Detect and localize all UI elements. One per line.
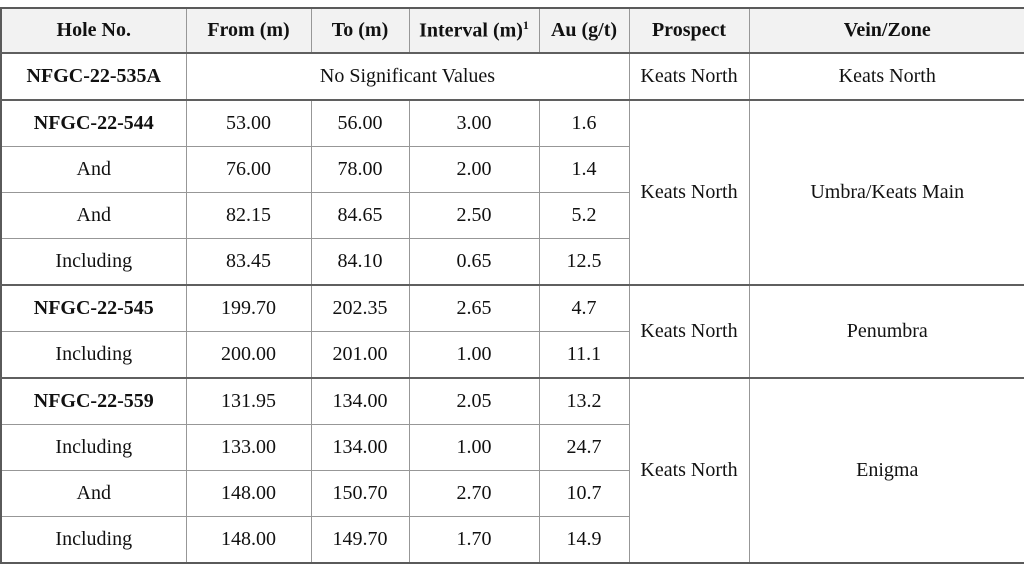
to-cell: 56.00 bbox=[311, 99, 410, 147]
hole-cell: NFGC-22-559 bbox=[1, 377, 187, 425]
interval-cell: 2.65 bbox=[409, 284, 540, 332]
prospect-cell: Keats North bbox=[629, 377, 750, 563]
interval-cell: 0.65 bbox=[409, 238, 540, 285]
hole-cell: And bbox=[1, 192, 187, 239]
from-cell: 82.15 bbox=[186, 192, 312, 239]
interval-cell: 2.70 bbox=[409, 470, 540, 517]
hole-cell: And bbox=[1, 470, 187, 517]
au-cell: 1.6 bbox=[539, 99, 630, 147]
vein-cell: Penumbra bbox=[749, 284, 1024, 378]
to-cell: 149.70 bbox=[311, 516, 410, 563]
hole-cell: NFGC-22-535A bbox=[1, 52, 187, 100]
vein-cell: Umbra/Keats Main bbox=[749, 99, 1024, 285]
col-header-prospect: Prospect bbox=[629, 8, 750, 54]
au-cell: 10.7 bbox=[539, 470, 630, 517]
col-header-to: To (m) bbox=[311, 8, 410, 54]
col-header-au: Au (g/t) bbox=[539, 8, 630, 54]
interval-cell: 2.05 bbox=[409, 377, 540, 425]
table-row: NFGC-22-545 199.70 202.35 2.65 4.7 Keats… bbox=[1, 284, 1024, 378]
note-cell: No Significant Values bbox=[186, 52, 630, 100]
prospect-cell: Keats North bbox=[629, 284, 750, 378]
to-cell: 84.65 bbox=[311, 192, 410, 239]
from-cell: 199.70 bbox=[186, 284, 312, 332]
table-row: Including 133.00 134.00 1.00 24.7 bbox=[1, 424, 1024, 471]
col-header-interval: Interval (m)1 bbox=[409, 8, 540, 54]
to-cell: 150.70 bbox=[311, 470, 410, 517]
interval-cell: 1.70 bbox=[409, 516, 540, 563]
hole-cell: And bbox=[1, 146, 187, 193]
from-cell: 76.00 bbox=[186, 146, 312, 193]
table-row: NFGC-22-559 131.95 134.00 2.05 13.2 Keat… bbox=[1, 377, 1024, 563]
col-header-interval-label: Interval (m) bbox=[419, 19, 523, 42]
drill-results-table: Hole No. From (m) To (m) Interval (m)1 A… bbox=[0, 7, 1024, 564]
table-row: Including 200.00 201.00 1.00 11.1 bbox=[1, 331, 1024, 378]
col-header-vein: Vein/Zone bbox=[749, 8, 1024, 54]
from-cell: 133.00 bbox=[186, 424, 312, 471]
interval-cell: 1.00 bbox=[409, 424, 540, 471]
from-cell: 83.45 bbox=[186, 238, 312, 285]
table-row: Including 83.45 84.10 0.65 12.5 bbox=[1, 238, 1024, 285]
hole-cell: Including bbox=[1, 424, 187, 471]
prospect-cell: Keats North bbox=[629, 52, 750, 100]
to-cell: 134.00 bbox=[311, 424, 410, 471]
to-cell: 201.00 bbox=[311, 331, 410, 378]
hole-cell: Including bbox=[1, 331, 187, 378]
au-cell: 1.4 bbox=[539, 146, 630, 193]
au-cell: 5.2 bbox=[539, 192, 630, 239]
interval-cell: 3.00 bbox=[409, 99, 540, 147]
drill-results-table-container: Hole No. From (m) To (m) Interval (m)1 A… bbox=[0, 7, 1024, 564]
to-cell: 202.35 bbox=[311, 284, 410, 332]
vein-cell: Enigma bbox=[749, 377, 1024, 563]
vein-cell: Keats North bbox=[749, 52, 1024, 100]
to-cell: 78.00 bbox=[311, 146, 410, 193]
from-cell: 148.00 bbox=[186, 470, 312, 517]
table-row: Including 148.00 149.70 1.70 14.9 bbox=[1, 516, 1024, 563]
au-cell: 13.2 bbox=[539, 377, 630, 425]
hole-cell: Including bbox=[1, 238, 187, 285]
from-cell: 131.95 bbox=[186, 377, 312, 425]
interval-cell: 2.50 bbox=[409, 192, 540, 239]
from-cell: 200.00 bbox=[186, 331, 312, 378]
hole-cell: Including bbox=[1, 516, 187, 563]
interval-cell: 2.00 bbox=[409, 146, 540, 193]
header-row: Hole No. From (m) To (m) Interval (m)1 A… bbox=[1, 8, 1024, 54]
au-cell: 4.7 bbox=[539, 284, 630, 332]
au-cell: 12.5 bbox=[539, 238, 630, 285]
from-cell: 53.00 bbox=[186, 99, 312, 147]
col-header-from: From (m) bbox=[186, 8, 312, 54]
to-cell: 134.00 bbox=[311, 377, 410, 425]
prospect-cell: Keats North bbox=[629, 99, 750, 285]
hole-cell: NFGC-22-545 bbox=[1, 284, 187, 332]
table-row: NFGC-22-535A No Significant Values Keats… bbox=[1, 52, 1024, 100]
table-row: And 76.00 78.00 2.00 1.4 bbox=[1, 146, 1024, 193]
table-row: And 148.00 150.70 2.70 10.7 bbox=[1, 470, 1024, 517]
au-cell: 14.9 bbox=[539, 516, 630, 563]
table-row: NFGC-22-544 53.00 56.00 3.00 1.6 Keats N… bbox=[1, 99, 1024, 285]
interval-cell: 1.00 bbox=[409, 331, 540, 378]
au-cell: 24.7 bbox=[539, 424, 630, 471]
hole-cell: NFGC-22-544 bbox=[1, 99, 187, 147]
table-row: And 82.15 84.65 2.50 5.2 bbox=[1, 192, 1024, 239]
to-cell: 84.10 bbox=[311, 238, 410, 285]
au-cell: 11.1 bbox=[539, 331, 630, 378]
interval-footnote-marker: 1 bbox=[522, 18, 529, 33]
from-cell: 148.00 bbox=[186, 516, 312, 563]
col-header-hole: Hole No. bbox=[1, 8, 187, 54]
